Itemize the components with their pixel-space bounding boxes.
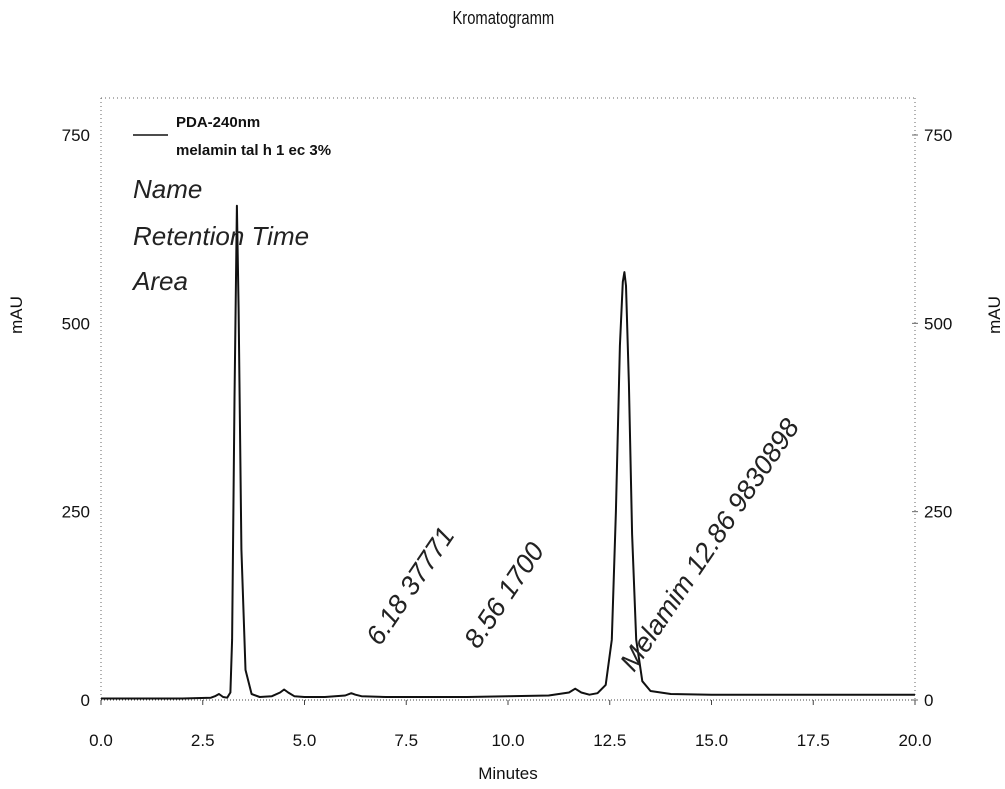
x-tick-label: 17.5 (797, 731, 830, 750)
x-tick-label: 15.0 (695, 731, 728, 750)
x-tick-label: 20.0 (898, 731, 931, 750)
header-label-area: Area (131, 266, 188, 296)
y-tick-label-left: 750 (62, 126, 90, 145)
y-tick-label-left: 250 (62, 503, 90, 522)
chromatogram-trace (101, 204, 915, 700)
header-label-retention-time: Retention Time (133, 221, 309, 251)
legend-label-detector: PDA-240nm (176, 114, 260, 131)
x-tick-label: 2.5 (191, 731, 215, 750)
peak-annotation-melamim: Melamim 12.86 9830898 (614, 413, 805, 676)
y-tick-label-left: 500 (62, 314, 90, 333)
y-tick-label-right: 0 (924, 691, 933, 710)
y-tick-label-right: 250 (924, 503, 952, 522)
x-tick-label: 12.5 (593, 731, 626, 750)
chart-title: Kromatogramm (452, 8, 555, 28)
y-tick-label-right: 500 (924, 314, 952, 333)
header-label-name: Name (133, 174, 202, 204)
x-axis-label: Minutes (478, 764, 538, 783)
x-tick-label: 10.0 (491, 731, 524, 750)
y-axis-label-right: mAU (985, 296, 1004, 334)
x-tick-label: 7.5 (394, 731, 418, 750)
y-tick-label-left: 0 (81, 691, 90, 710)
peak-annotation-6-18: 6.18 37771 (360, 522, 460, 651)
x-tick-label: 5.0 (293, 731, 317, 750)
legend-label-sample: melamin tal h 1 ec 3% (176, 142, 331, 159)
y-axis-label-left: mAU (7, 296, 26, 334)
y-tick-label-right: 750 (924, 126, 952, 145)
peak-annotation-8-56: 8.56 1700 (458, 537, 550, 653)
x-tick-label: 0.0 (89, 731, 113, 750)
